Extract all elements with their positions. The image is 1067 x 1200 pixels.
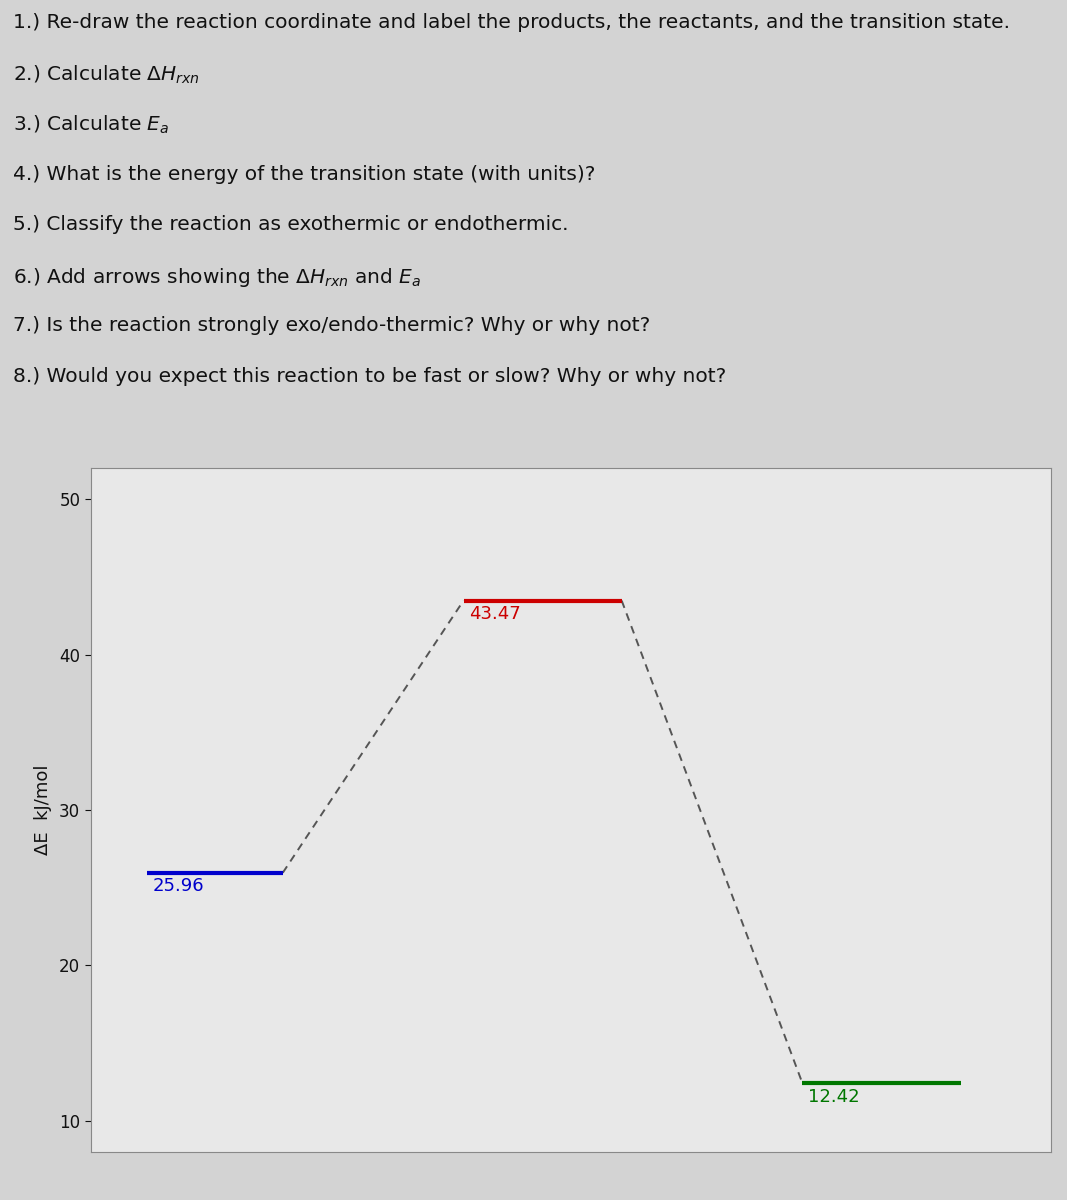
Text: 43.47: 43.47 (469, 605, 521, 623)
Text: 6.) Add arrows showing the $\Delta H_{rxn}$ and $E_a$: 6.) Add arrows showing the $\Delta H_{rx… (13, 265, 421, 289)
Text: 7.) Is the reaction strongly exo/endo-thermic? Why or why not?: 7.) Is the reaction strongly exo/endo-th… (13, 317, 650, 335)
Text: 5.) Classify the reaction as exothermic or endothermic.: 5.) Classify the reaction as exothermic … (13, 215, 569, 234)
Text: 8.) Would you expect this reaction to be fast or slow? Why or why not?: 8.) Would you expect this reaction to be… (13, 367, 726, 385)
Y-axis label: ΔE  kJ/mol: ΔE kJ/mol (34, 764, 52, 856)
Text: 12.42: 12.42 (808, 1088, 860, 1106)
Text: 3.) Calculate $E_a$: 3.) Calculate $E_a$ (13, 114, 169, 137)
Text: 1.) Re-draw the reaction coordinate and label the products, the reactants, and t: 1.) Re-draw the reaction coordinate and … (13, 13, 1009, 32)
Text: 2.) Calculate $\Delta H_{rxn}$: 2.) Calculate $\Delta H_{rxn}$ (13, 64, 200, 86)
Text: 4.) What is the energy of the transition state (with units)?: 4.) What is the energy of the transition… (13, 164, 595, 184)
Text: 25.96: 25.96 (153, 877, 205, 895)
